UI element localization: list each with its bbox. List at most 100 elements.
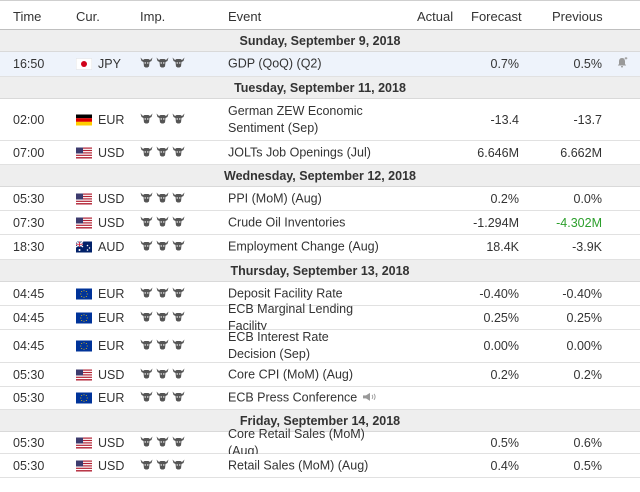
- event-forecast: 0.00%: [483, 339, 519, 353]
- event-row[interactable]: 04:45 EUR ECB Marginal Lending Facility 0.2…: [0, 302, 640, 333]
- event-time: 04:45: [13, 310, 45, 325]
- event-name[interactable]: ECB Marginal Lending Facility: [228, 301, 378, 335]
- event-name-text[interactable]: Employment Change (Aug): [228, 239, 379, 254]
- bull-icon: [172, 391, 185, 405]
- event-name-text[interactable]: Crude Oil Inventories: [228, 215, 346, 229]
- header-previous[interactable]: Previous: [552, 9, 603, 24]
- bull-icon: [156, 57, 169, 71]
- event-name-text[interactable]: Retail Sales (MoM) (Aug): [228, 458, 369, 472]
- importance-rating: [140, 216, 185, 230]
- header-time[interactable]: Time: [13, 9, 42, 24]
- event-row[interactable]: 07:00 USD JOLTs Job Openings (Jul) 6.646M 6.…: [0, 141, 640, 165]
- bull-icon: [140, 436, 153, 450]
- header-currency[interactable]: Cur.: [76, 9, 100, 24]
- event-previous: 0.2%: [573, 367, 603, 382]
- bull-icon: [156, 459, 169, 473]
- header-actual[interactable]: Actual: [417, 9, 454, 24]
- bull-icon: [140, 368, 153, 382]
- event-name[interactable]: Crude Oil Inventories: [228, 214, 345, 231]
- event-name[interactable]: Core CPI (MoM) (Aug): [228, 366, 353, 383]
- event-name[interactable]: ECB Press Conference: [228, 389, 378, 406]
- event-name[interactable]: Retail Sales (MoM) (Aug): [228, 457, 368, 474]
- event-time: 05:30: [13, 458, 45, 473]
- event-row[interactable]: 05:30 USD PPI (MoM) (Aug) 0.2% 0.0%: [0, 187, 640, 211]
- event-currency: USD: [98, 435, 125, 450]
- event-name-text[interactable]: GDP (QoQ) (Q2): [228, 56, 322, 71]
- bell-add-icon[interactable]: [616, 57, 628, 72]
- bull-icon: [156, 311, 169, 325]
- importance-rating: [140, 192, 185, 206]
- event-row[interactable]: 02:00 EUR German ZEW Economic Sentiment (S…: [0, 99, 640, 141]
- event-previous: 0.25%: [566, 310, 602, 325]
- event-currency: EUR: [98, 310, 125, 325]
- event-name[interactable]: Deposit Facility Rate: [228, 285, 343, 302]
- date-header: Friday, September 14, 2018: [0, 410, 640, 432]
- event-time: 04:45: [13, 286, 45, 301]
- event-row[interactable]: 04:45 EUR ECB Interest Rate Decision (Sep)…: [0, 330, 640, 363]
- event-time: 16:50: [13, 57, 45, 71]
- header-forecast[interactable]: Forecast: [471, 9, 522, 24]
- date-header: Wednesday, September 12, 2018: [0, 165, 640, 187]
- bull-icon: [172, 113, 185, 127]
- importance-rating: [140, 240, 185, 254]
- event-name-text[interactable]: Core Retail Sales (MoM) (Aug): [228, 426, 365, 458]
- event-forecast: 0.5%: [490, 435, 520, 450]
- event-name[interactable]: PPI (MoM) (Aug): [228, 190, 322, 207]
- event-name-text[interactable]: ECB Press Conference: [228, 390, 358, 405]
- event-name-text[interactable]: Deposit Facility Rate: [228, 286, 343, 300]
- event-row[interactable]: 16:50 JPY GDP (QoQ) (Q2) 0.7% 0.5%: [0, 52, 640, 77]
- event-row[interactable]: 05:30 USD Retail Sales (MoM) (Aug) 0.4% 0.5%: [0, 454, 640, 478]
- event-forecast: 0.2%: [490, 191, 520, 206]
- event-previous: 0.00%: [566, 339, 602, 353]
- event-row[interactable]: 07:30 USD Crude Oil Inventories -1.294M -4.3…: [0, 211, 640, 235]
- event-row[interactable]: 05:30 USD Core CPI (MoM) (Aug) 0.2% 0.2%: [0, 363, 640, 387]
- event-name-text[interactable]: ECB Interest Rate Decision (Sep): [228, 330, 329, 361]
- bull-icon: [172, 287, 185, 301]
- event-row[interactable]: 05:30 EUR ECB Press Conference: [0, 387, 640, 410]
- calendar-body: Sunday, September 9, 2018 16:50 JPY GDP (Qo…: [0, 30, 640, 478]
- bull-icon: [140, 339, 153, 353]
- event-row[interactable]: 05:30 USD Core Retail Sales (MoM) (Aug) 0.5…: [0, 427, 640, 458]
- bull-icon: [156, 113, 169, 127]
- event-name[interactable]: JOLTs Job Openings (Jul): [228, 144, 371, 161]
- importance-rating: [140, 113, 185, 127]
- event-name[interactable]: GDP (QoQ) (Q2): [228, 56, 322, 73]
- bull-icon: [156, 436, 169, 450]
- bull-icon: [172, 436, 185, 450]
- event-name[interactable]: Employment Change (Aug): [228, 239, 379, 256]
- bull-icon: [172, 192, 185, 206]
- date-header: Sunday, September 9, 2018: [0, 30, 640, 52]
- event-previous: 6.662M: [560, 145, 602, 160]
- header-event[interactable]: Event: [228, 9, 262, 24]
- event-name[interactable]: German ZEW Economic Sentiment (Sep): [228, 103, 378, 137]
- event-name-text[interactable]: German ZEW Economic Sentiment (Sep): [228, 103, 363, 135]
- event-name-text[interactable]: PPI (MoM) (Aug): [228, 191, 322, 205]
- event-name[interactable]: ECB Interest Rate Decision (Sep): [228, 329, 378, 363]
- bull-icon: [140, 459, 153, 473]
- event-time: 18:30: [13, 240, 45, 254]
- header-importance[interactable]: Imp.: [140, 9, 166, 24]
- eu-flag-icon: [76, 392, 92, 404]
- event-previous: -0.40%: [562, 286, 602, 301]
- event-currency: EUR: [98, 339, 125, 353]
- event-name-text[interactable]: Core CPI (MoM) (Aug): [228, 367, 354, 381]
- event-name-text[interactable]: JOLTs Job Openings (Jul): [228, 145, 371, 159]
- event-previous: -13.7: [573, 112, 603, 127]
- event-forecast: -13.4: [490, 112, 520, 127]
- bull-icon: [140, 113, 153, 127]
- event-time: 05:30: [13, 191, 45, 206]
- jp-flag-icon: [76, 58, 92, 70]
- importance-rating: [140, 368, 185, 382]
- bull-icon: [156, 146, 169, 160]
- event-row[interactable]: 18:30 AUD Employment Change (Aug) 18.4K -3.9…: [0, 235, 640, 260]
- us-flag-icon: [76, 217, 92, 228]
- us-flag-icon: [76, 193, 92, 204]
- event-row[interactable]: 04:45 EUR Deposit Facility Rate -0.40% -0.40…: [0, 282, 640, 306]
- event-currency: EUR: [98, 286, 125, 301]
- eu-flag-icon: [76, 340, 92, 352]
- event-previous: -3.9K: [572, 240, 602, 254]
- bull-icon: [172, 216, 185, 230]
- event-name-text[interactable]: ECB Marginal Lending Facility: [228, 301, 354, 333]
- bull-icon: [140, 287, 153, 301]
- de-flag-icon: [76, 114, 92, 125]
